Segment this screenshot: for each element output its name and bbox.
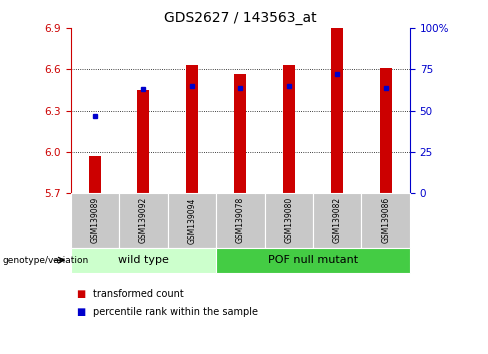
Bar xyxy=(234,74,246,193)
Text: percentile rank within the sample: percentile rank within the sample xyxy=(93,307,258,316)
Text: ■: ■ xyxy=(76,307,85,316)
Bar xyxy=(283,65,295,193)
Text: GSM139094: GSM139094 xyxy=(187,197,196,244)
Title: GDS2627 / 143563_at: GDS2627 / 143563_at xyxy=(164,11,317,24)
Text: GSM139082: GSM139082 xyxy=(333,197,342,244)
Bar xyxy=(186,65,198,193)
Text: wild type: wild type xyxy=(118,255,169,265)
Bar xyxy=(331,28,343,193)
Text: GSM139080: GSM139080 xyxy=(285,197,293,244)
Text: POF null mutant: POF null mutant xyxy=(268,255,358,265)
Text: GSM139092: GSM139092 xyxy=(139,197,148,244)
Text: GSM139078: GSM139078 xyxy=(236,197,245,244)
Text: ■: ■ xyxy=(76,289,85,299)
Bar xyxy=(138,90,149,193)
Text: GSM139086: GSM139086 xyxy=(381,197,390,244)
Bar xyxy=(89,156,101,193)
Text: genotype/variation: genotype/variation xyxy=(2,256,89,265)
Text: GSM139089: GSM139089 xyxy=(90,197,100,244)
Text: transformed count: transformed count xyxy=(93,289,183,299)
Bar xyxy=(380,68,392,193)
